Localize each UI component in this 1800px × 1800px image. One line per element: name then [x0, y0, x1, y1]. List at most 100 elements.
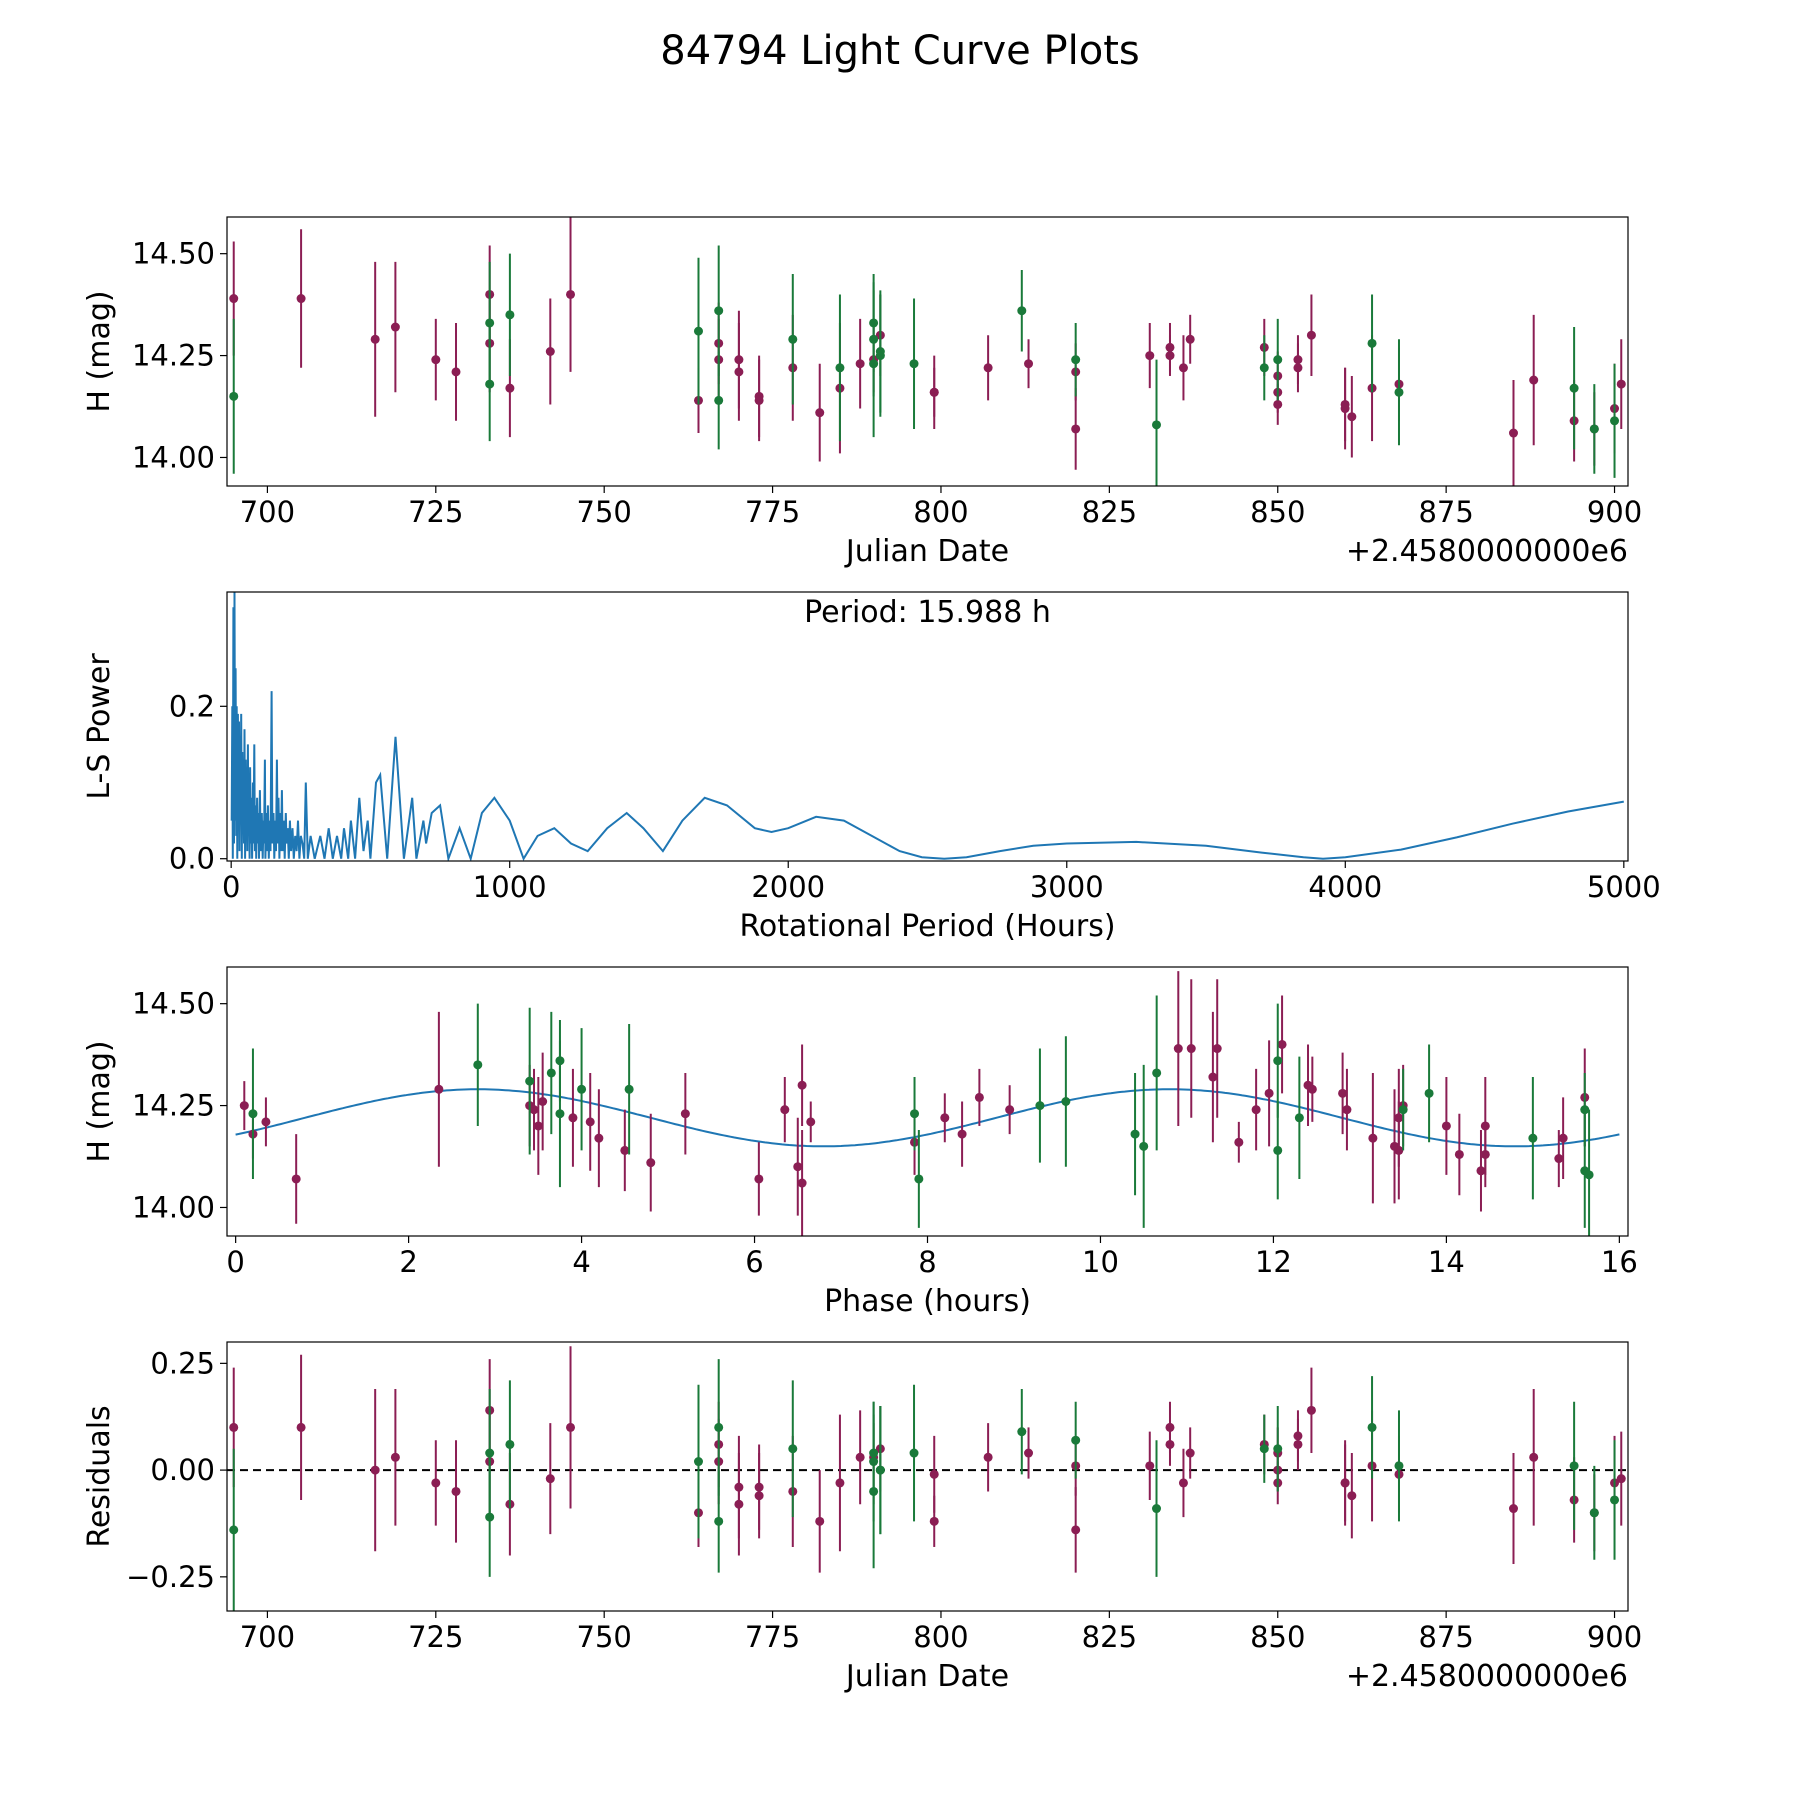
data-point-purple — [370, 1465, 380, 1475]
light-curve-panel: 700 725 750 775 800 825 850 875 900 14.00 14.25 14.… — [82, 216, 1642, 569]
data-point-purple — [1529, 375, 1539, 385]
x-tick-label: 1000 — [473, 870, 547, 904]
x-tick-label: 0 — [226, 1245, 244, 1279]
data-point-green — [1528, 1133, 1538, 1143]
data-point-green — [1580, 1105, 1590, 1115]
data-point-green — [1398, 1105, 1408, 1115]
plot-area — [235, 971, 1620, 1236]
phase-fold-panel: 0 2 4 6 8 10 12 14 16 14.00 14.25 14.50 Phase (hours… — [82, 966, 1638, 1319]
x-axis-label: Phase (hours) — [824, 1284, 1031, 1319]
y-tick-label: 14.25 — [132, 339, 215, 373]
x-tick-label: 850 — [1250, 1620, 1305, 1654]
y-tick-label: 14.25 — [132, 1089, 215, 1123]
data-point-green — [1569, 383, 1579, 393]
data-point-green — [1130, 1129, 1140, 1139]
power-spectrum-line — [230, 592, 1624, 861]
data-point-green — [1394, 387, 1404, 397]
data-point-green — [485, 379, 495, 389]
x-tick-label: 900 — [1587, 1620, 1642, 1654]
data-point-purple — [431, 355, 441, 365]
data-point-purple — [594, 1133, 604, 1143]
data-point-green — [624, 1084, 634, 1094]
data-point-green — [505, 310, 515, 320]
data-point-green — [693, 326, 703, 336]
figure-title: 84794 Light Curve Plots — [660, 28, 1140, 74]
x-tick-label: 825 — [1082, 1620, 1137, 1654]
data-point-purple — [1145, 351, 1155, 361]
x-axis-label: Julian Date — [844, 1659, 1009, 1694]
data-point-purple — [229, 1422, 239, 1432]
x-tick-label: 12 — [1255, 1245, 1292, 1279]
y-tick-label: 0.0 — [169, 842, 215, 876]
data-point-purple — [434, 1084, 444, 1094]
data-point-purple — [1277, 1039, 1287, 1049]
data-point-purple — [505, 383, 515, 393]
data-point-purple — [983, 1452, 993, 1462]
data-point-green — [1589, 1508, 1599, 1518]
data-point-green — [788, 1444, 798, 1454]
data-point-green — [485, 1512, 495, 1522]
data-point-green — [1259, 1444, 1269, 1454]
data-point-purple — [585, 1117, 595, 1127]
data-point-purple — [1554, 1154, 1564, 1164]
x-tick-label: 875 — [1418, 495, 1473, 529]
data-point-green — [1394, 1461, 1404, 1471]
data-point-purple — [1441, 1121, 1451, 1131]
data-point-green — [1589, 424, 1599, 434]
axes-frame — [226, 216, 1629, 487]
data-point-green — [909, 1448, 919, 1458]
data-point-purple — [1165, 351, 1175, 361]
y-axis-label: Residuals — [82, 1405, 117, 1547]
x-tick-label: 700 — [240, 1620, 295, 1654]
data-point-purple — [1529, 1452, 1539, 1462]
x-tick-label: 800 — [913, 495, 968, 529]
data-point-purple — [1347, 412, 1357, 422]
plot-area — [229, 217, 1626, 486]
data-point-purple — [370, 334, 380, 344]
data-point-green — [1273, 1444, 1283, 1454]
data-point-purple — [855, 1452, 865, 1462]
y-axis-label: H (mag) — [82, 290, 117, 412]
data-point-green — [1152, 1504, 1162, 1514]
data-point-purple — [1340, 1478, 1350, 1488]
data-point-green — [1294, 1113, 1304, 1123]
x-tick-label: 4000 — [1308, 870, 1382, 904]
x-tick-label: 750 — [577, 495, 632, 529]
data-point-purple — [1508, 428, 1518, 438]
x-tick-label: 725 — [408, 1620, 463, 1654]
data-point-green — [525, 1076, 535, 1086]
data-point-purple — [1307, 1084, 1317, 1094]
y-tick-label: 0.25 — [150, 1346, 215, 1380]
data-point-green — [485, 1448, 495, 1458]
plot-area — [227, 1346, 1628, 1611]
data-point-purple — [1145, 1461, 1155, 1471]
data-point-green — [1139, 1141, 1149, 1151]
data-point-purple — [780, 1105, 790, 1115]
data-point-purple — [1480, 1149, 1490, 1159]
x-tick-label: 875 — [1418, 1620, 1473, 1654]
x-axis-label: Julian Date — [844, 534, 1009, 569]
x-tick-label: 850 — [1250, 495, 1305, 529]
data-point-purple — [451, 367, 461, 377]
data-point-green — [1273, 1056, 1283, 1066]
data-point-purple — [940, 1113, 950, 1123]
period-annotation: Period: 15.988 h — [804, 595, 1051, 630]
data-point-purple — [815, 408, 825, 418]
y-tick-label: 0.2 — [169, 689, 215, 723]
data-point-purple — [1394, 1145, 1404, 1155]
data-point-purple — [1616, 1474, 1626, 1484]
data-point-green — [835, 363, 845, 373]
data-point-purple — [797, 1178, 807, 1188]
data-point-purple — [929, 1516, 939, 1526]
data-point-purple — [261, 1117, 271, 1127]
data-point-purple — [754, 1491, 764, 1501]
y-tick-label: 14.00 — [132, 440, 215, 474]
sine-fit-line — [235, 1088, 1620, 1148]
data-point-green — [505, 1439, 515, 1449]
data-point-purple — [533, 1121, 543, 1131]
data-point-purple — [451, 1486, 461, 1496]
data-point-green — [1610, 416, 1620, 426]
data-point-green — [1017, 306, 1027, 316]
x-tick-label: 16 — [1601, 1245, 1638, 1279]
data-point-purple — [1185, 334, 1195, 344]
